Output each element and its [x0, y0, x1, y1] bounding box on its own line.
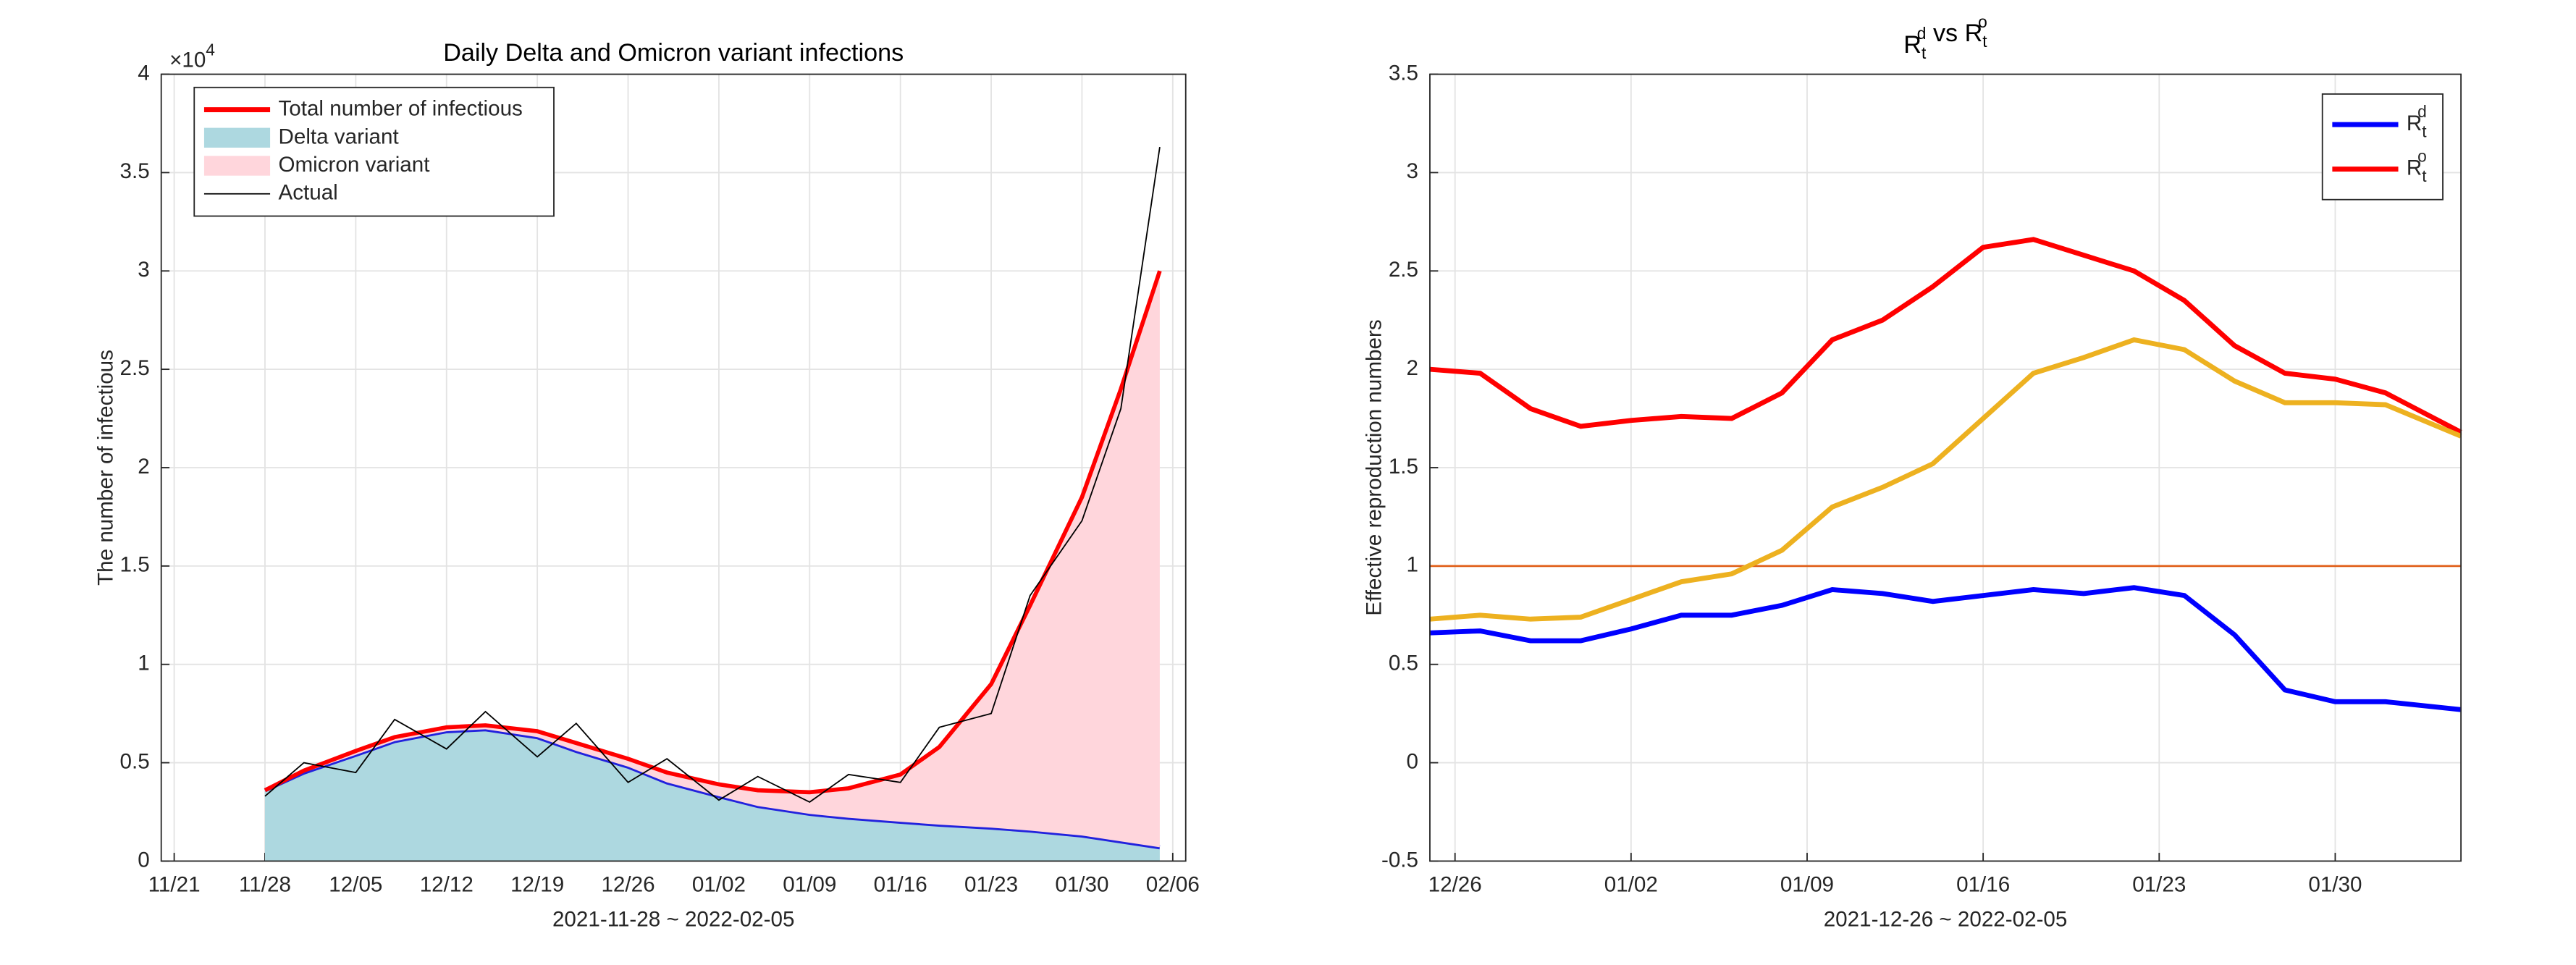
y-tick-label: 2 — [138, 455, 149, 479]
text-part: Omicron variant — [278, 153, 430, 177]
legend-swatch — [203, 156, 271, 176]
legend: Total number of infectious Delta variant O… — [193, 86, 555, 217]
legend-box — [2321, 93, 2444, 201]
text-part: vs — [1933, 20, 1958, 47]
y-axis-label: The number of infectious — [93, 350, 117, 586]
text-part: Actual — [278, 181, 337, 205]
subscript: t — [2422, 167, 2427, 185]
y-tick-label: 2 — [1407, 356, 1418, 380]
legend-swatch — [203, 127, 271, 148]
text-part: R — [2407, 111, 2422, 135]
y-tick-label: 1.5 — [1389, 455, 1418, 479]
subscript: t — [1922, 43, 1927, 62]
x-tick-label: 01/02 — [692, 872, 746, 896]
y-tick-label: 2.5 — [1389, 258, 1418, 282]
text-part: ×10 — [169, 48, 206, 72]
spacer — [1926, 20, 1933, 47]
y-tick-label: 0 — [1407, 749, 1418, 773]
x-tick-label: 01/30 — [2308, 872, 2362, 896]
x-tick-label: 11/28 — [239, 872, 291, 896]
line — [264, 146, 1161, 803]
legend-label: Delta variant — [278, 125, 399, 148]
axes-box — [160, 73, 1187, 862]
spacer — [1958, 20, 1965, 47]
y-tick-label: 3 — [1407, 159, 1418, 183]
x-tick-label: 01/02 — [1604, 872, 1658, 896]
text-part: R — [1965, 20, 1983, 47]
superscript: d — [2417, 102, 2427, 121]
x-tick-label: 01/30 — [1055, 872, 1108, 896]
x-axis-label: 2021-12-26 ~ 2022-02-05 — [1824, 907, 2068, 931]
superscript: 4 — [206, 41, 215, 59]
x-axis-label: 2021-11-28 ~ 2022-02-05 — [552, 907, 794, 931]
subscript: t — [1982, 32, 1987, 51]
x-tick-label: 02/06 — [1146, 872, 1200, 896]
line — [1429, 585, 2462, 712]
superscript: o — [2417, 147, 2427, 166]
y-tick-label: 0.5 — [1389, 652, 1418, 675]
x-tick-label: 12/05 — [329, 872, 382, 896]
stacked-area — [264, 271, 1160, 848]
legend-label: Omicron variant — [278, 153, 430, 177]
x-tick-label: 01/23 — [2132, 872, 2186, 896]
x-tick-label: 01/23 — [964, 872, 1018, 896]
text-part: Total number of infectious — [278, 96, 522, 120]
x-tick-label: 01/16 — [1956, 872, 2010, 896]
y-tick-label: 1 — [138, 652, 149, 675]
text-part: Delta variant — [278, 125, 399, 148]
y-tick-label: 4 — [138, 61, 149, 85]
legend-label: Actual — [278, 181, 337, 205]
text-part: R — [2407, 156, 2422, 180]
y-multiplier: ×104 — [169, 41, 215, 72]
superscript: o — [1978, 12, 1987, 31]
x-tick-label: 11/21 — [148, 872, 201, 896]
x-tick-label: 01/16 — [874, 872, 927, 896]
y-tick-label: 2.5 — [120, 356, 150, 380]
text-part: R — [1903, 31, 1922, 59]
y-tick-label: 3 — [138, 258, 149, 282]
line — [1429, 237, 2462, 435]
x-tick-label: 01/09 — [783, 872, 836, 896]
y-tick-label: 0.5 — [120, 749, 150, 773]
chart-title: Daily Delta and Omicron variant infectio… — [443, 39, 904, 67]
superscript: d — [1917, 24, 1927, 43]
x-tick-label: 12/26 — [601, 872, 654, 896]
x-tick-label: 12/19 — [510, 872, 564, 896]
subscript: t — [2422, 122, 2427, 140]
y-tick-label: -0.5 — [1381, 848, 1418, 872]
legend-label: Total number of infectious — [278, 96, 522, 120]
y-tick-label: 3.5 — [1389, 61, 1418, 85]
y-tick-label: 0 — [138, 848, 149, 872]
line — [264, 270, 1162, 795]
y-tick-label: 3.5 — [120, 159, 150, 183]
axes-box — [1429, 73, 2462, 862]
line — [1429, 337, 2462, 622]
y-tick-label: 1.5 — [120, 553, 150, 577]
chart-title: Rtd vs Rto — [1903, 12, 1987, 62]
y-tick-label: 1 — [1407, 553, 1418, 577]
x-tick-label: 12/26 — [1428, 872, 1482, 896]
y-axis-label: Effective reproduction numbers — [1363, 319, 1386, 615]
x-tick-label: 12/12 — [420, 872, 473, 896]
legend-label: Rtd — [2407, 102, 2427, 140]
legend-label: Rto — [2407, 147, 2427, 185]
x-tick-label: 01/09 — [1780, 872, 1834, 896]
